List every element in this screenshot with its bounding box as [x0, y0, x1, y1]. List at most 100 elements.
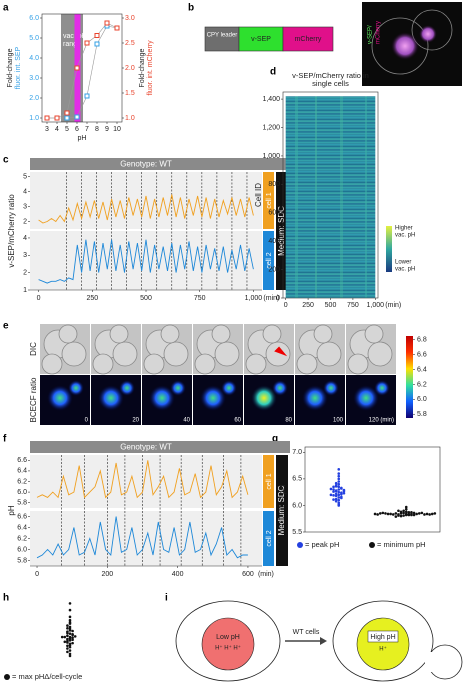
point: [68, 639, 72, 642]
y2-axis-label: Fold-change: [139, 48, 146, 87]
time-label: 100: [333, 418, 344, 424]
image-label: mCherry: [376, 21, 382, 44]
label-box: [367, 630, 399, 643]
time-label: 20: [132, 418, 139, 424]
panel-label: a: [3, 3, 9, 14]
marker: [114, 25, 120, 31]
point: [399, 510, 403, 514]
point: [384, 512, 387, 515]
ratio-blob: [221, 380, 237, 396]
medium-bar: [276, 172, 288, 290]
y-axis-label: pH: [7, 505, 16, 515]
x-axis-label: (min): [258, 571, 274, 578]
point: [423, 513, 426, 516]
point: [433, 512, 437, 515]
cell-label: cell 1: [266, 473, 273, 489]
y2-tick-label: 2.0: [125, 65, 135, 72]
point: [337, 493, 341, 497]
ratio-blob: [119, 380, 135, 396]
point: [407, 511, 411, 514]
point: [337, 472, 341, 475]
title-bar: [30, 158, 290, 170]
point: [337, 468, 341, 471]
point: [402, 514, 405, 517]
ratio-blob: [374, 380, 390, 396]
point: [334, 494, 338, 498]
dic-cell: [316, 341, 342, 367]
diagram-title: WT cells: [293, 629, 320, 636]
ratio-blob: [68, 380, 84, 396]
point: [68, 625, 72, 629]
marker: [84, 93, 90, 99]
x-tick-label: 6: [75, 126, 79, 133]
panel-label: f: [3, 434, 7, 445]
ratio-blob: [170, 380, 186, 396]
ratio-blob: [302, 385, 328, 411]
x-tick-label: 750: [347, 302, 359, 309]
ratio-blob: [353, 385, 379, 411]
chart-title: Genotype: WT: [120, 160, 172, 169]
dic-cell: [112, 341, 138, 367]
medium-bar: [276, 455, 288, 566]
point: [389, 512, 392, 516]
point: [404, 510, 408, 514]
colorbar-tick-label: 6.6: [417, 351, 427, 358]
y-axis-label: Fold-change: [7, 48, 14, 87]
point: [66, 624, 69, 627]
ratio-blob: [47, 385, 73, 411]
marker: [64, 115, 70, 121]
x-tick-label: 5: [65, 126, 69, 133]
ions: H⁺: [379, 646, 387, 653]
point: [340, 492, 343, 496]
point: [397, 509, 400, 513]
y-tick-label: 6.0: [292, 502, 302, 509]
x-tick-label: 0: [37, 295, 41, 302]
marker: [104, 20, 110, 26]
ratio-blob: [149, 385, 175, 411]
dic-cell: [194, 353, 216, 375]
medium-label: Medium: SDC: [277, 485, 286, 535]
time-label: 120 (min): [369, 418, 394, 424]
trace: [38, 239, 254, 284]
y-tick-label: 4: [23, 235, 27, 242]
y-tick-label: 3.0: [29, 75, 39, 82]
point: [334, 489, 338, 493]
point: [410, 513, 413, 517]
y2-tick-label: 1.0: [125, 115, 135, 122]
legend-label: = peak pH: [305, 540, 339, 549]
point: [66, 626, 69, 630]
marker: [94, 41, 100, 47]
cell-bar: [263, 455, 274, 508]
y-tick-label: 3: [23, 252, 27, 259]
point: [378, 512, 382, 515]
y-axis-label: v-SEP/mCherry ratio: [7, 194, 16, 268]
x-tick-label: 400: [172, 571, 184, 578]
y-tick-label: 1,400: [262, 96, 280, 103]
point: [68, 637, 72, 640]
panel-label: e: [3, 321, 9, 332]
construct: CPY leader v-SEP mCherry v-SEP/ mCherry: [204, 2, 462, 86]
point: [60, 635, 64, 639]
panel-label: c: [3, 155, 9, 166]
point: [397, 514, 400, 517]
point: [337, 496, 341, 499]
bud-neck: [425, 652, 435, 672]
chart-title: Genotype: WT: [120, 443, 172, 452]
y-tick-label: 6.0: [29, 15, 39, 22]
panel-label: d: [270, 67, 276, 78]
point: [66, 644, 69, 648]
point: [66, 639, 69, 643]
point: [68, 618, 72, 622]
point: [342, 491, 346, 495]
legend-marker: [4, 674, 10, 680]
vacuole: [419, 25, 437, 43]
point: [334, 499, 338, 503]
y-tick-label: 6.6: [17, 513, 27, 520]
x-tick-label: 1,000: [245, 295, 263, 302]
point: [334, 483, 338, 487]
dic-cell: [313, 324, 333, 344]
dic-cell: [347, 353, 369, 375]
y-tick-label: 3: [23, 203, 27, 210]
dic-cell: [296, 353, 318, 375]
